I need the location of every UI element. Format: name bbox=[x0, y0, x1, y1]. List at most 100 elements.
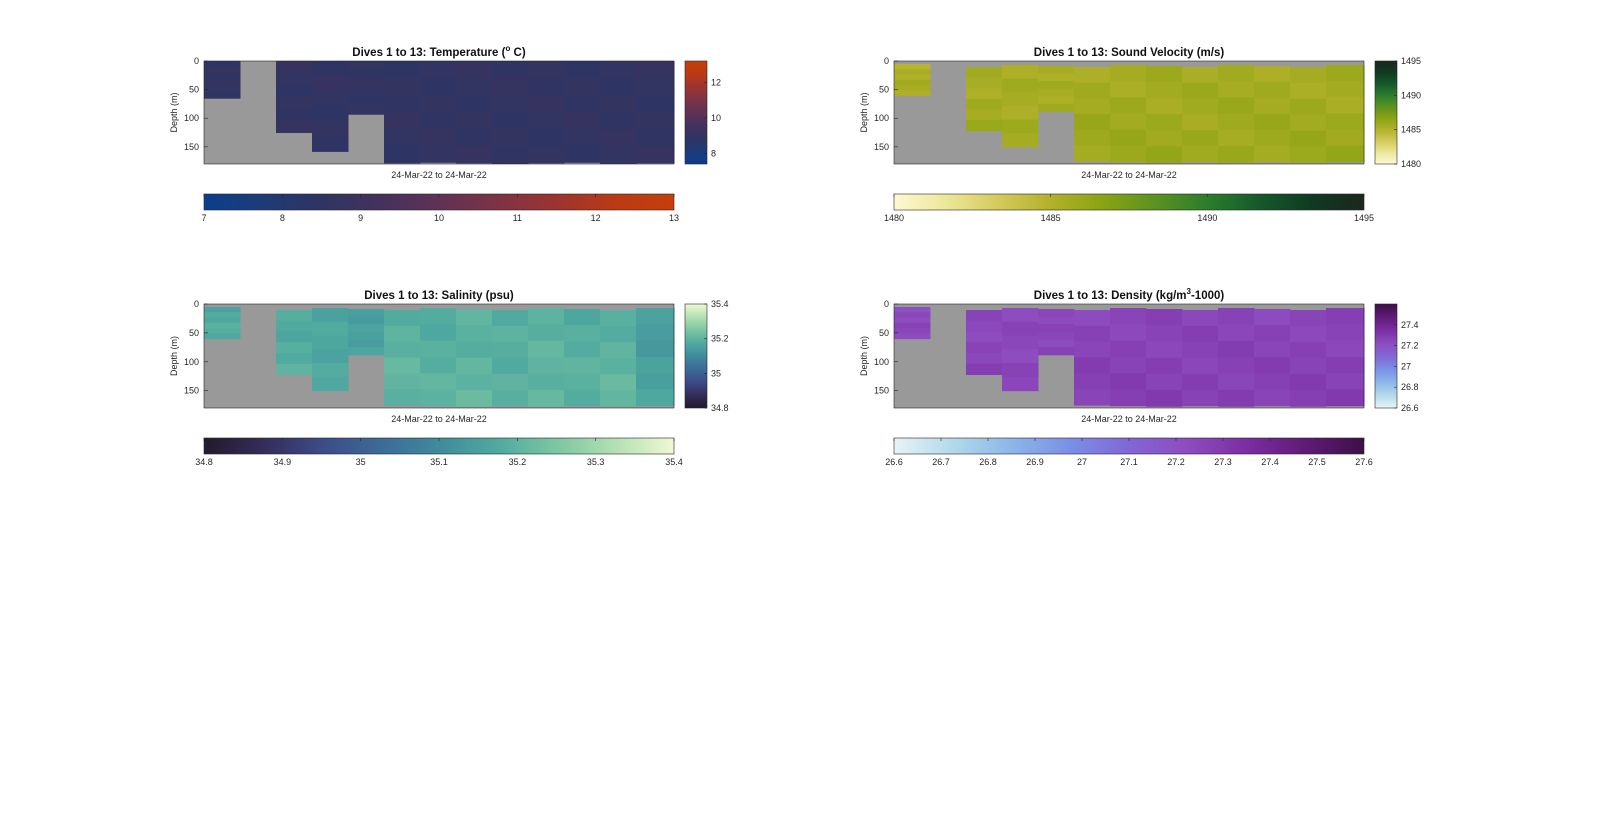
profile-cell bbox=[276, 96, 313, 110]
profile-cell bbox=[312, 349, 349, 364]
profile-cell bbox=[384, 128, 421, 147]
profile-cell bbox=[600, 129, 637, 147]
profile-cell bbox=[600, 310, 637, 327]
profile-cell bbox=[966, 67, 1003, 79]
profile-cell bbox=[204, 322, 241, 329]
profile-cell bbox=[636, 373, 675, 390]
profile-cell bbox=[348, 324, 385, 333]
profile-cell bbox=[894, 312, 931, 319]
profile-cell bbox=[1182, 130, 1219, 147]
profile-cell bbox=[492, 61, 529, 79]
profile-cell bbox=[894, 69, 931, 75]
profile-cell bbox=[1254, 389, 1291, 407]
profile-cell bbox=[1146, 66, 1183, 83]
y-tick-label: 0 bbox=[194, 299, 199, 309]
profile-cell bbox=[1326, 389, 1365, 407]
profile-cell bbox=[1254, 341, 1291, 358]
profile-cell bbox=[1218, 340, 1255, 358]
y-tick-label: 50 bbox=[189, 85, 199, 95]
profile-cell bbox=[384, 111, 421, 130]
profile-cell bbox=[1182, 82, 1219, 100]
profile-cell bbox=[456, 309, 493, 326]
profile-cell bbox=[636, 94, 675, 113]
profile-cell bbox=[384, 61, 421, 79]
profile-cell bbox=[1074, 145, 1111, 162]
profile-cell bbox=[348, 331, 385, 341]
profile-cell bbox=[1110, 113, 1147, 130]
profile-cell bbox=[1290, 342, 1327, 359]
bottom-colorbar-tick-label: 27.5 bbox=[1308, 457, 1326, 467]
profile-cell bbox=[1326, 373, 1365, 390]
profile-cell bbox=[384, 373, 421, 390]
bottom-colorbar-tick-label: 11 bbox=[513, 213, 522, 223]
profile-cell bbox=[492, 112, 529, 130]
profile-cell bbox=[204, 91, 241, 99]
profile-cell bbox=[894, 84, 931, 91]
bottom-colorbar-tick-label: 26.9 bbox=[1026, 457, 1044, 467]
profile-cell bbox=[600, 95, 637, 113]
profile-cell bbox=[1254, 97, 1291, 115]
profile-cell bbox=[420, 324, 457, 342]
profile-cell bbox=[1290, 326, 1327, 343]
bottom-colorbar-tick-label: 1480 bbox=[884, 213, 904, 223]
profile-cell bbox=[1326, 308, 1365, 325]
side-colorbar-tick-label: 1490 bbox=[1401, 90, 1421, 100]
profile-cell bbox=[564, 373, 601, 391]
profile-cell bbox=[528, 77, 565, 96]
bottom-colorbar-tick-label: 34.9 bbox=[274, 457, 292, 467]
bottom-colorbar-tick-label: 27.4 bbox=[1261, 457, 1279, 467]
profile-cell bbox=[894, 64, 931, 70]
profile-cell bbox=[1002, 308, 1039, 323]
chart-title: Dives 1 to 13: Density (kg/m3-1000) bbox=[1034, 287, 1225, 302]
profile-cell bbox=[1146, 357, 1183, 375]
profile-cell bbox=[204, 328, 241, 334]
profile-cell bbox=[966, 77, 1003, 89]
bottom-colorbar-tick-label: 35.1 bbox=[430, 457, 448, 467]
profile-cell bbox=[384, 94, 421, 113]
profile-cell bbox=[276, 331, 313, 343]
x-axis-label: 24-Mar-22 to 24-Mar-22 bbox=[1081, 170, 1177, 180]
profile-cell bbox=[966, 363, 1003, 375]
profile-cell bbox=[276, 120, 313, 134]
profile-cell bbox=[348, 316, 385, 325]
profile-cell bbox=[528, 94, 565, 113]
profile-cell bbox=[348, 105, 385, 115]
profile-cell bbox=[564, 389, 601, 407]
profile-cell bbox=[492, 341, 529, 359]
profile-cell bbox=[1290, 358, 1327, 375]
chart-title: Dives 1 to 13: Salinity (psu) bbox=[364, 290, 514, 302]
profile-cell bbox=[966, 342, 1003, 354]
profile-cell bbox=[528, 145, 565, 164]
axes-frame bbox=[203, 303, 675, 409]
profile-cell bbox=[636, 128, 675, 147]
profile-cell bbox=[204, 312, 241, 319]
bottom-colorbar-tick-label: 10 bbox=[434, 213, 444, 223]
y-axis-label: Depth (m) bbox=[169, 336, 179, 376]
profile-cell bbox=[420, 373, 457, 390]
profile-cell bbox=[1326, 129, 1365, 147]
profile-cell bbox=[1182, 389, 1219, 407]
side-colorbar-tick-label: 35.4 bbox=[711, 299, 729, 309]
profile-cell bbox=[1146, 114, 1183, 131]
profile-cell bbox=[204, 79, 241, 87]
profile-cell bbox=[492, 357, 529, 375]
profile-cell bbox=[312, 321, 349, 337]
profile-cell bbox=[456, 390, 493, 407]
profile-cell bbox=[1038, 316, 1075, 325]
profile-cell bbox=[894, 79, 931, 86]
profile-cell bbox=[1038, 66, 1075, 75]
profile-cell bbox=[636, 308, 675, 325]
profile-cell bbox=[1254, 145, 1291, 163]
profile-cell bbox=[312, 363, 349, 378]
profile-cell bbox=[1038, 88, 1075, 97]
profile-cell bbox=[1254, 373, 1291, 391]
profile-cell bbox=[492, 146, 529, 164]
profile-cell bbox=[420, 340, 457, 358]
profile-cell bbox=[1290, 390, 1327, 407]
side-colorbar bbox=[684, 60, 708, 165]
profile-cell bbox=[966, 310, 1003, 322]
y-tick-label: 0 bbox=[884, 299, 889, 309]
side-colorbar-tick-label: 26.8 bbox=[1401, 382, 1419, 392]
profile-cell bbox=[600, 358, 637, 375]
